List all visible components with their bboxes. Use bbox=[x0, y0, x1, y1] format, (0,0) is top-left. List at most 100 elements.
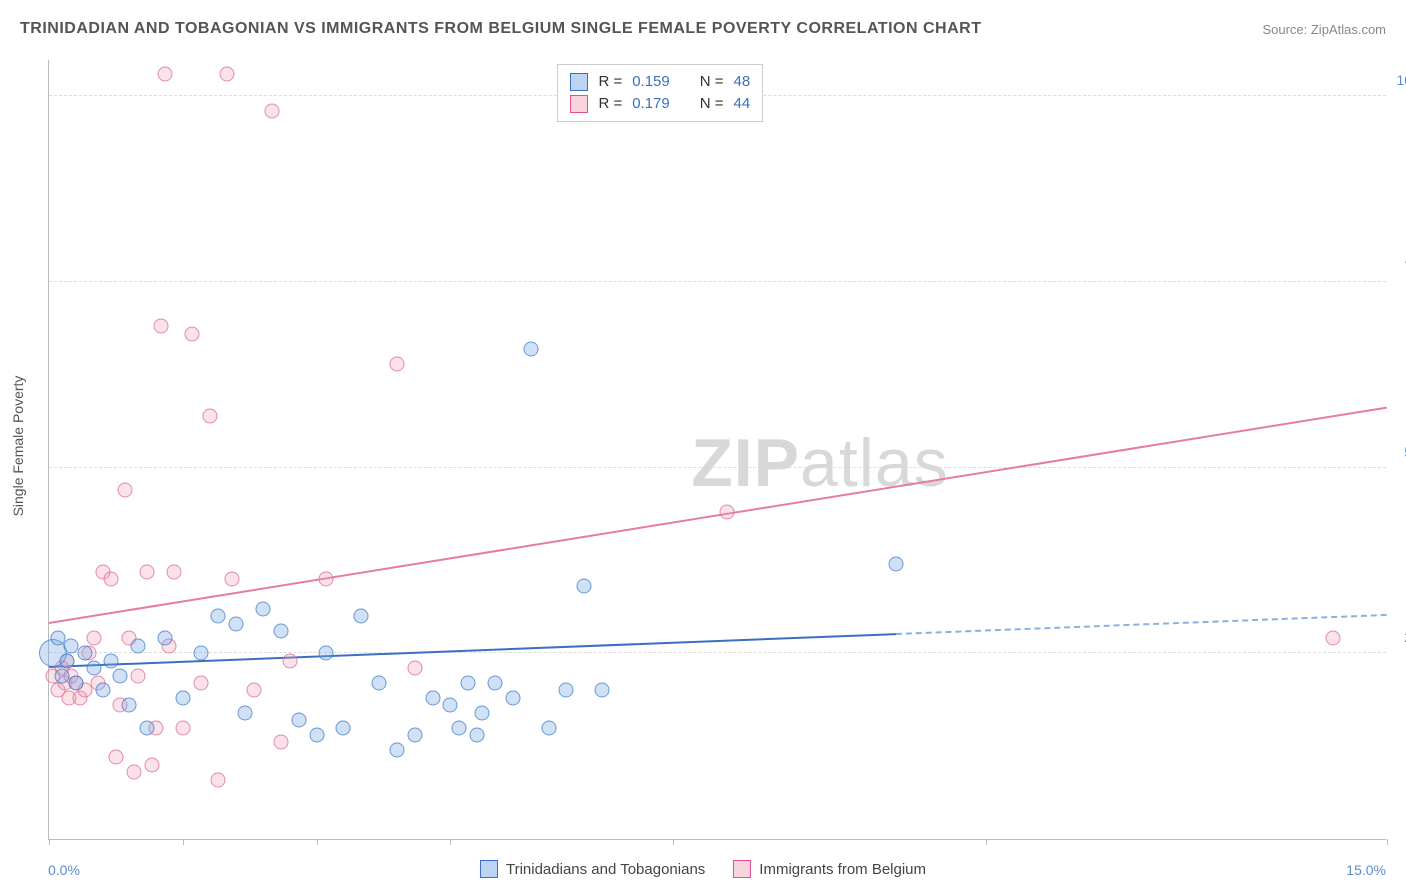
n-label: N = bbox=[700, 93, 724, 115]
data-point-pink bbox=[144, 757, 159, 772]
y-axis-title: Single Female Poverty bbox=[10, 376, 26, 517]
watermark: ZIPatlas bbox=[691, 424, 948, 502]
legend-swatch-pink bbox=[733, 860, 751, 878]
data-point-blue bbox=[505, 690, 520, 705]
data-point-pink bbox=[318, 572, 333, 587]
legend-swatch-blue bbox=[480, 860, 498, 878]
data-point-blue bbox=[488, 676, 503, 691]
data-point-pink bbox=[117, 482, 132, 497]
legend-label-pink: Immigrants from Belgium bbox=[759, 861, 926, 878]
plot-area: 25.0%50.0%75.0%100.0%ZIPatlasR = 0.159N … bbox=[48, 60, 1386, 840]
n-label: N = bbox=[700, 71, 724, 93]
data-point-pink bbox=[273, 735, 288, 750]
bottom-legend: Trinidadians and Tobagonians Immigrants … bbox=[480, 860, 926, 878]
data-point-pink bbox=[104, 572, 119, 587]
data-point-blue bbox=[407, 728, 422, 743]
data-point-blue bbox=[372, 676, 387, 691]
data-point-blue bbox=[175, 690, 190, 705]
data-point-pink bbox=[193, 676, 208, 691]
y-tick-label: 100.0% bbox=[1397, 72, 1406, 88]
trend-line-blue bbox=[49, 633, 896, 668]
data-point-pink bbox=[184, 326, 199, 341]
data-point-blue bbox=[889, 557, 904, 572]
data-point-blue bbox=[595, 683, 610, 698]
legend-item-pink: Immigrants from Belgium bbox=[733, 860, 926, 878]
data-point-blue bbox=[273, 624, 288, 639]
data-point-blue bbox=[474, 705, 489, 720]
data-point-pink bbox=[166, 564, 181, 579]
data-point-blue bbox=[122, 698, 137, 713]
data-point-pink bbox=[126, 765, 141, 780]
data-point-pink bbox=[1326, 631, 1341, 646]
data-point-blue bbox=[523, 341, 538, 356]
data-point-pink bbox=[108, 750, 123, 765]
source-attribution: Source: ZipAtlas.com bbox=[1262, 22, 1386, 37]
data-point-blue bbox=[425, 690, 440, 705]
data-point-blue bbox=[157, 631, 172, 646]
data-point-blue bbox=[59, 653, 74, 668]
trend-line-pink bbox=[49, 406, 1387, 623]
data-point-blue bbox=[256, 601, 271, 616]
data-point-blue bbox=[443, 698, 458, 713]
data-point-blue bbox=[77, 646, 92, 661]
data-point-pink bbox=[175, 720, 190, 735]
stats-box: R = 0.159 N = 48 R = 0.179 N = 44 bbox=[557, 64, 763, 122]
data-point-blue bbox=[309, 728, 324, 743]
data-point-pink bbox=[407, 661, 422, 676]
stats-row-pink: R = 0.179 N = 44 bbox=[570, 93, 750, 115]
r-label: R = bbox=[598, 93, 622, 115]
data-point-pink bbox=[86, 631, 101, 646]
data-point-pink bbox=[153, 319, 168, 334]
data-point-blue bbox=[577, 579, 592, 594]
data-point-blue bbox=[389, 742, 404, 757]
data-point-blue bbox=[452, 720, 467, 735]
data-point-blue bbox=[211, 609, 226, 624]
data-point-blue bbox=[193, 646, 208, 661]
n-value-pink: 44 bbox=[734, 93, 751, 115]
data-point-blue bbox=[291, 713, 306, 728]
x-tick bbox=[183, 839, 184, 845]
stats-swatch-blue bbox=[570, 73, 588, 91]
data-point-blue bbox=[318, 646, 333, 661]
r-value-pink: 0.179 bbox=[632, 93, 670, 115]
data-point-blue bbox=[229, 616, 244, 631]
data-point-blue bbox=[238, 705, 253, 720]
data-point-blue bbox=[541, 720, 556, 735]
data-point-pink bbox=[220, 66, 235, 81]
data-point-pink bbox=[282, 653, 297, 668]
data-point-pink bbox=[140, 564, 155, 579]
data-point-pink bbox=[211, 772, 226, 787]
chart-title: TRINIDADIAN AND TOBAGONIAN VS IMMIGRANTS… bbox=[20, 20, 981, 38]
data-point-blue bbox=[68, 676, 83, 691]
x-tick bbox=[49, 839, 50, 845]
x-axis-min-label: 0.0% bbox=[48, 862, 80, 878]
legend-label-blue: Trinidadians and Tobagonians bbox=[506, 861, 705, 878]
data-point-pink bbox=[157, 66, 172, 81]
data-point-pink bbox=[131, 668, 146, 683]
data-point-pink bbox=[224, 572, 239, 587]
x-tick bbox=[450, 839, 451, 845]
data-point-pink bbox=[265, 104, 280, 119]
x-tick bbox=[986, 839, 987, 845]
grid-line bbox=[49, 652, 1386, 653]
data-point-blue bbox=[131, 638, 146, 653]
n-value-blue: 48 bbox=[734, 71, 751, 93]
data-point-blue bbox=[461, 676, 476, 691]
r-value-blue: 0.159 bbox=[632, 71, 670, 93]
data-point-blue bbox=[113, 668, 128, 683]
data-point-blue bbox=[95, 683, 110, 698]
r-label: R = bbox=[598, 71, 622, 93]
legend-item-blue: Trinidadians and Tobagonians bbox=[480, 860, 705, 878]
data-point-pink bbox=[389, 356, 404, 371]
data-point-blue bbox=[354, 609, 369, 624]
data-point-pink bbox=[247, 683, 262, 698]
data-point-pink bbox=[202, 408, 217, 423]
data-point-blue bbox=[104, 653, 119, 668]
data-point-pink bbox=[719, 505, 734, 520]
trend-line-blue bbox=[896, 614, 1387, 635]
data-point-blue bbox=[140, 720, 155, 735]
data-point-blue bbox=[336, 720, 351, 735]
grid-line bbox=[49, 281, 1386, 282]
grid-line bbox=[49, 467, 1386, 468]
x-tick bbox=[673, 839, 674, 845]
